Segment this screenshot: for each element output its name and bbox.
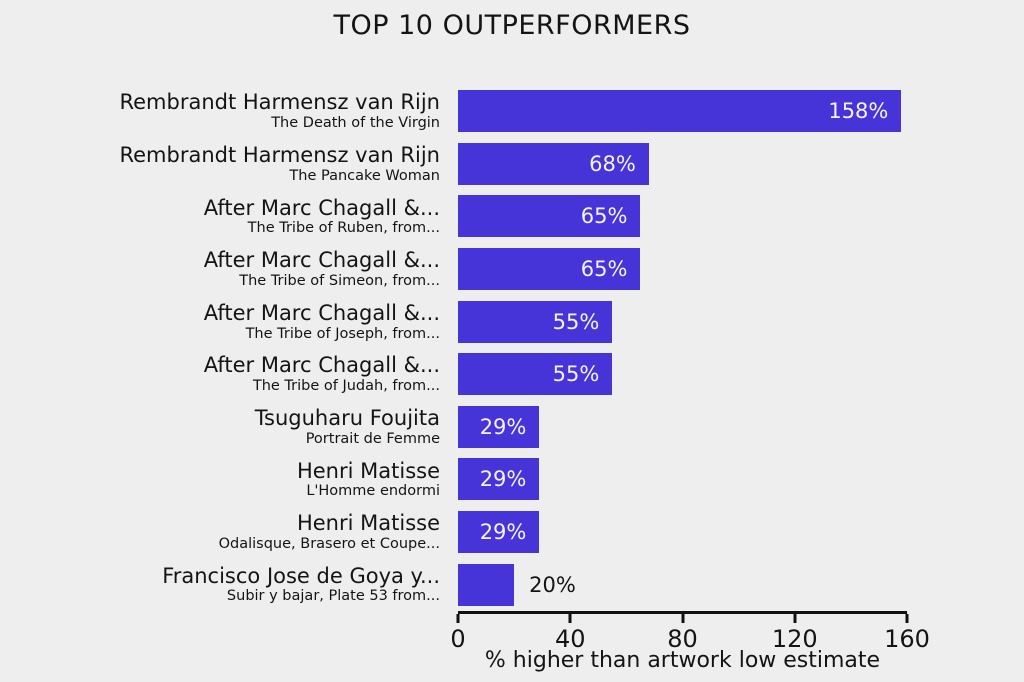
artist-name: Henri Matisse (296, 511, 440, 536)
bar (458, 563, 515, 606)
x-axis-tick-label: 0 (450, 625, 466, 653)
bar: 29% (458, 405, 540, 448)
x-axis-tick-label: 80 (667, 625, 698, 653)
chart-row: Rembrandt Harmensz van Rijn The Pancake W… (0, 138, 1024, 191)
row-label-block: After Marc Chagall &... The Tribe of Juda… (0, 353, 458, 395)
artwork-title: The Tribe of Simeon, from... (239, 272, 440, 289)
bar: 65% (458, 248, 641, 291)
artwork-title: The Tribe of Judah, from... (252, 378, 440, 395)
bar: 29% (458, 511, 540, 554)
artist-name: After Marc Chagall &... (203, 353, 440, 378)
chart-row: After Marc Chagall &... The Tribe of Jose… (0, 295, 1024, 348)
row-label-block: Rembrandt Harmensz van Rijn The Pancake W… (0, 143, 458, 185)
x-axis-tick-label: 40 (554, 625, 586, 653)
bar-track: 65% (458, 248, 907, 291)
bar: 29% (458, 458, 540, 501)
artist-name: Rembrandt Harmensz van Rijn (119, 90, 440, 115)
row-label-block: After Marc Chagall &... The Tribe of Rube… (0, 196, 458, 238)
x-axis-tick-label: 160 (884, 625, 930, 653)
artwork-title: The Tribe of Joseph, from... (245, 325, 440, 342)
artist-name: Henri Matisse (296, 458, 440, 483)
bar-value-label: 158% (828, 99, 889, 124)
x-axis-title: % higher than artwork low estimate (484, 648, 881, 673)
x-axis-tick (905, 614, 909, 623)
chart-row: After Marc Chagall &... The Tribe of Sime… (0, 243, 1024, 296)
bar: 158% (458, 90, 902, 133)
bar: 55% (458, 353, 613, 396)
chart-row: Henri Matisse Odalisque, Brasero et Coupe… (0, 506, 1024, 559)
artwork-title: Odalisque, Brasero et Coupe... (218, 535, 440, 552)
x-axis-tick (568, 614, 572, 623)
bar-track: 68% (458, 142, 907, 185)
bar-track: 29% (458, 405, 907, 448)
bar-value-label: 55% (552, 309, 600, 334)
chart-row: Tsuguharu Foujita Portrait de Femme 29% (0, 401, 1024, 454)
bar-value-label: 68% (589, 151, 636, 176)
artwork-title: The Tribe of Ruben, from... (247, 220, 440, 237)
row-label-block: Francisco Jose de Goya y... Subir y bajar… (0, 564, 458, 606)
artist-name: After Marc Chagall &... (203, 195, 440, 220)
bar: 55% (458, 300, 613, 343)
bar: 65% (458, 195, 641, 238)
chart-row: Francisco Jose de Goya y... Subir y bajar… (0, 558, 1024, 611)
bar-track: 29% (458, 458, 907, 501)
artist-name: Tsuguharu Foujita (254, 405, 440, 430)
chart-title: TOP 10 OUTPERFORMERS (333, 10, 691, 41)
artist-name: Rembrandt Harmensz van Rijn (119, 142, 440, 167)
row-label-block: After Marc Chagall &... The Tribe of Jose… (0, 301, 458, 343)
x-axis-tick (793, 614, 797, 623)
row-label-block: Rembrandt Harmensz van Rijn The Death of … (0, 90, 458, 132)
bar-value-label: 20% (529, 572, 576, 597)
chart-row: Rembrandt Harmensz van Rijn The Death of … (0, 85, 1024, 138)
bar-track: 20% (458, 563, 907, 606)
row-label-block: Tsuguharu Foujita Portrait de Femme (0, 406, 458, 448)
bar: 68% (458, 142, 649, 185)
bar-value-label: 65% (580, 204, 628, 229)
row-label-block: Henri Matisse Odalisque, Brasero et Coupe… (0, 511, 458, 553)
bar-value-label: 29% (479, 520, 527, 545)
bar-track: 55% (458, 300, 907, 343)
artist-name: After Marc Chagall &... (203, 300, 440, 325)
artwork-title: L'Homme endormi (306, 483, 440, 500)
row-label-block: Henri Matisse L'Homme endormi (0, 459, 458, 501)
artwork-title: Portrait de Femme (305, 430, 440, 447)
bar-value-label: 29% (479, 414, 527, 439)
bar-value-label: 65% (580, 257, 628, 282)
chart-row: Henri Matisse L'Homme endormi 29% (0, 453, 1024, 506)
x-axis-tick-label: 120 (771, 625, 818, 653)
bar-value-label: 29% (479, 467, 527, 492)
bar-chart-rows: Rembrandt Harmensz van Rijn The Death of … (0, 85, 1024, 611)
x-axis-tick (681, 614, 684, 623)
x-axis-tick (456, 614, 460, 623)
artwork-title: The Death of the Virgin (271, 115, 440, 132)
bar-value-label: 55% (552, 362, 600, 387)
artist-name: Francisco Jose de Goya y... (162, 563, 440, 588)
artist-name: After Marc Chagall &... (203, 248, 440, 273)
bar-track: 65% (458, 195, 907, 238)
artwork-title: Subir y bajar, Plate 53 from... (226, 588, 440, 605)
row-label-block: After Marc Chagall &... The Tribe of Sime… (0, 248, 458, 290)
x-axis: 0 40 80 120 160 (450, 611, 930, 653)
artwork-title: The Pancake Woman (289, 167, 440, 184)
bar-track: 55% (458, 353, 907, 396)
bar-track: 158% (458, 90, 907, 133)
bar-track: 29% (458, 511, 907, 554)
chart-row: After Marc Chagall &... The Tribe of Juda… (0, 348, 1024, 401)
chart-row: After Marc Chagall &... The Tribe of Rube… (0, 190, 1024, 243)
